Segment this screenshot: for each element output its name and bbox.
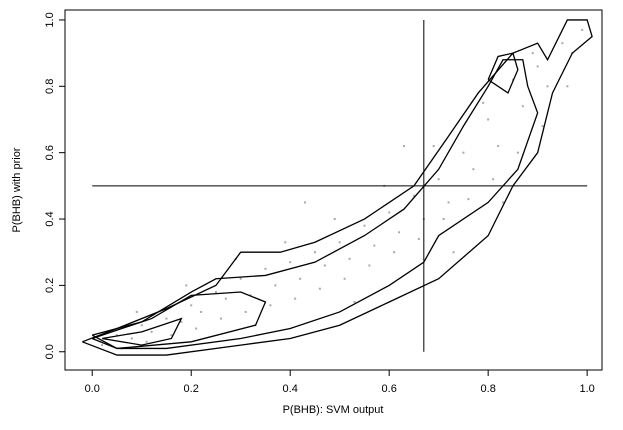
- scatter-point: [511, 78, 514, 81]
- scatter-point: [581, 28, 584, 31]
- scatter-point: [130, 337, 133, 340]
- scatter-point: [180, 320, 183, 323]
- y-tick-label: 1.0: [44, 12, 56, 27]
- scatter-point: [487, 118, 490, 121]
- contour-line: [487, 52, 519, 94]
- scatter-point: [264, 267, 267, 270]
- scatter-point: [541, 125, 544, 128]
- scatter-point: [482, 101, 485, 104]
- scatter-point: [462, 151, 465, 154]
- scatter-point: [145, 340, 148, 343]
- scatter-point: [135, 310, 138, 313]
- scatter-point: [546, 85, 549, 88]
- scatter-point: [294, 297, 297, 300]
- contour-line: [102, 317, 183, 346]
- scatter-point: [219, 317, 222, 320]
- scatter-point: [502, 201, 505, 204]
- scatter-point: [289, 261, 292, 264]
- scatter-point: [437, 178, 440, 181]
- contour-line: [82, 19, 593, 356]
- scatter-point: [338, 241, 341, 244]
- scatter-point: [566, 85, 569, 88]
- scatter-point: [398, 231, 401, 234]
- y-tick-label: 0.8: [44, 79, 56, 94]
- scatter-point: [521, 105, 524, 108]
- y-axis-label: P(BHB) with prior: [11, 147, 23, 232]
- scatter-point: [561, 42, 564, 45]
- scatter-point: [224, 297, 227, 300]
- scatter-point: [318, 287, 321, 290]
- x-axis-label: P(BHB): SVM output: [283, 404, 384, 416]
- plot-frame: [64, 9, 603, 371]
- contour-line: [91, 59, 539, 350]
- scatter-point: [150, 330, 153, 333]
- x-tick-label: 0.8: [481, 383, 496, 395]
- scatter-point: [299, 277, 302, 280]
- scatter-point: [185, 284, 188, 287]
- scatter-point: [244, 310, 247, 313]
- scatter-point: [492, 178, 495, 181]
- y-tick-label: 0.0: [44, 344, 56, 359]
- scatter-point: [348, 257, 351, 260]
- scatter-point: [531, 52, 534, 55]
- scatter-point: [467, 198, 470, 201]
- scatter-point: [170, 334, 173, 337]
- scatter-point: [403, 145, 406, 148]
- y-tick-label: 0.4: [44, 211, 56, 226]
- scatter-point: [497, 145, 500, 148]
- x-tick-label: 0.6: [382, 383, 397, 395]
- scatter-point: [393, 251, 396, 254]
- x-tick-label: 1.0: [580, 383, 595, 395]
- scatter-point: [190, 304, 193, 307]
- scatter-point: [363, 224, 366, 227]
- scatter-point: [442, 218, 445, 221]
- scatter-point: [412, 194, 415, 197]
- scatter-point: [452, 251, 455, 254]
- scatter-point: [200, 310, 203, 313]
- scatter-point: [313, 251, 316, 254]
- scatter-point: [417, 237, 420, 240]
- scatter-point: [140, 324, 143, 327]
- scatter-point: [388, 211, 391, 214]
- scatter-point: [304, 201, 307, 204]
- x-tick-label: 0.0: [85, 383, 100, 395]
- scatter-point: [343, 277, 346, 280]
- x-tick-label: 0.2: [184, 383, 199, 395]
- scatter-point: [368, 264, 371, 267]
- scatter-point: [333, 218, 336, 221]
- contour-line: [91, 291, 267, 350]
- scatter-point: [239, 277, 242, 280]
- scatter-point: [284, 241, 287, 244]
- scatter-point: [472, 168, 475, 171]
- scatter-point: [195, 327, 198, 330]
- scatter-point: [516, 151, 519, 154]
- scatter-point: [274, 284, 277, 287]
- y-tick-label: 0.6: [44, 145, 56, 160]
- scatter-point: [432, 145, 435, 148]
- scatter-point: [353, 300, 356, 303]
- scatter-point: [115, 334, 118, 337]
- scatter-point: [214, 291, 217, 294]
- y-tick-label: 0.2: [44, 278, 56, 293]
- x-tick-label: 0.4: [283, 383, 298, 395]
- scatter-point: [536, 65, 539, 68]
- scatter-point: [323, 264, 326, 267]
- scatter-point: [269, 304, 272, 307]
- scatter-point: [447, 201, 450, 204]
- scatter-point: [165, 317, 168, 320]
- scatter-point: [373, 244, 376, 247]
- scatter-point: [101, 344, 104, 347]
